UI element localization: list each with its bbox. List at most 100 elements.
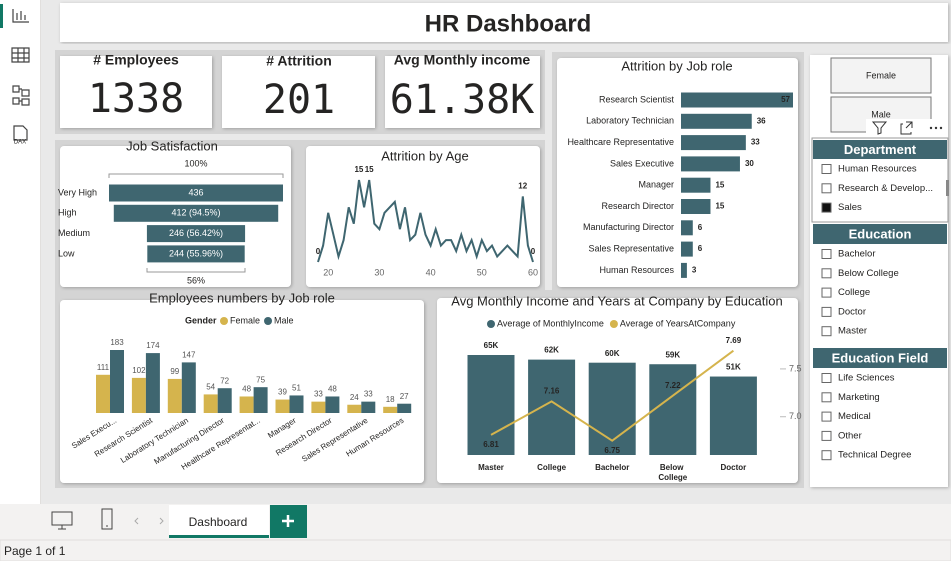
data-label: 15 [715,180,724,189]
bar [347,404,362,413]
table-icon[interactable] [11,47,30,63]
gender-button[interactable] [830,57,932,94]
page-tab[interactable] [169,505,269,538]
data-label: 6.81 [483,440,499,449]
page-tabs-bar [0,504,951,540]
slicer-item: Other [838,430,862,441]
card-label: # Attrition [266,53,332,69]
focus-icon[interactable] [900,121,913,135]
data-label: 0 [531,247,536,256]
card [385,56,540,128]
data-label: 0 [316,247,321,256]
funnel-bar [146,225,246,243]
category-label: Human Resources [599,265,674,275]
legend-title: Gender [185,315,217,325]
gender-button-label: Female [866,70,896,80]
slicer-title: Department [844,142,917,157]
bar [681,92,793,108]
data-label: 102 [132,366,146,375]
data-label: 7.16 [544,387,560,396]
data-label: 18 [386,395,395,404]
funnel-bar [147,245,245,263]
slicer-checkbox[interactable] [821,450,832,461]
card [222,56,375,128]
scrollbar[interactable] [946,180,949,196]
bar [397,403,412,413]
active-indicator [0,4,3,28]
slicer-checkbox[interactable] [821,326,832,337]
data-label: 72 [220,376,229,385]
line [317,179,534,263]
dax-icon[interactable] [13,125,28,141]
slicer-checkbox[interactable] [821,183,832,194]
visual-toolbar [866,119,948,137]
page-status: Page 1 of 1 [4,544,66,558]
data-label: 65K [484,341,499,350]
bar [681,241,693,257]
category-label: Medium [58,228,90,238]
line [490,349,734,442]
slicer-checkbox[interactable] [821,411,832,422]
data-label: 244 (55.96%) [169,248,223,258]
slicer-checkbox[interactable] [821,373,832,383]
bar [217,388,232,413]
data-label: 147 [182,351,196,360]
filter-icon[interactable] [871,121,888,135]
legend-label: Average of YearsAtCompany [620,318,736,328]
bar [181,362,196,413]
card-value: 61.38K [390,77,535,123]
bar [131,377,146,413]
data-label: 39 [278,388,287,397]
slicer-item: Medical [838,411,871,422]
legend-marker [487,320,495,328]
data-label: 30 [745,159,754,168]
x-tick-label: 30 [374,267,384,277]
data-label: 48 [328,385,337,394]
slicer-checkbox[interactable] [821,249,832,259]
data-label: 51K [726,363,741,372]
category-label: Research Director [601,201,674,211]
slicer-header [813,224,947,244]
bar [681,135,746,151]
legend-label: Male [274,315,294,325]
slicer-item: Technical Degree [838,450,911,461]
tab-scroll-arrows[interactable] [134,517,164,525]
bar [253,387,268,413]
data-label: 33 [751,138,760,147]
data-label: 174 [146,341,160,350]
bar [467,355,515,455]
slicer-checkbox[interactable] [821,202,832,213]
category-label: Manager [638,180,674,190]
data-label: 99 [170,367,179,376]
legend-label: Female [230,315,260,325]
data-label: 24 [350,393,359,402]
bar [311,401,326,413]
category-label: Manufacturing Director [583,222,674,232]
slicer-checkbox[interactable] [821,430,832,441]
slicer-checkbox[interactable] [821,268,832,279]
bar [289,395,304,413]
bar [681,113,752,129]
slicer-item: Sales [838,202,862,213]
model-icon[interactable] [12,85,30,106]
bar [203,394,218,413]
report-icon[interactable] [12,9,29,23]
bar [649,364,697,455]
mobile-view-icon[interactable] [101,508,113,530]
slicer-checkbox[interactable] [821,306,832,317]
data-label: 7.22 [665,381,681,390]
data-label: 6 [698,223,703,232]
slicer-checkbox[interactable] [821,287,832,298]
slicer-checkbox[interactable] [821,392,832,403]
desktop-view-icon[interactable] [51,511,73,530]
chart-title: Job Satisfaction [126,138,218,153]
slicer-item: Marketing [838,392,880,403]
data-label: 54 [206,383,215,392]
more-options[interactable] [929,126,943,130]
data-label: 48 [242,385,251,394]
data-label: 6.75 [604,446,620,455]
slicer-checkbox[interactable] [821,164,832,174]
bar [681,177,711,193]
x-tick-label: 60 [528,267,538,277]
